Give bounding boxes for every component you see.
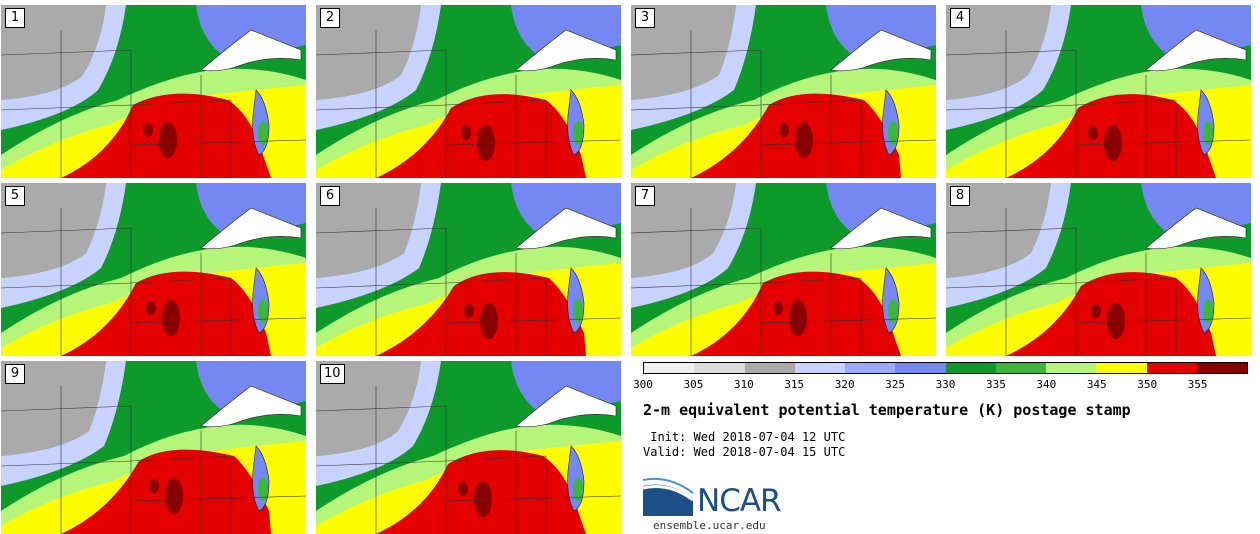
panel-number: 4 (950, 8, 970, 28)
stamp-panel-4: 4 (946, 5, 1251, 178)
colorbar-ticks: 300 305 310 315 320 325 330 335 340 345 350 355 (633, 378, 1248, 392)
stamp-panel-1: 1 (1, 5, 306, 178)
colorbar-segment (895, 363, 946, 373)
panel-number: 3 (635, 8, 655, 28)
colorbar-tick-label: 320 (834, 378, 855, 391)
colorbar-tick-label: 335 (985, 378, 1006, 391)
stamp-panel-5: 5 (1, 183, 306, 356)
colorbar-tick-label: 345 (1086, 378, 1107, 391)
stamp-panel-3: 3 (631, 5, 936, 178)
colorbar-segment (1096, 363, 1147, 373)
stamp-panel-9: 9 (1, 361, 306, 534)
ncar-logo-text: NCAR (697, 483, 782, 519)
ensemble-url: ensemble.ucar.edu (653, 519, 766, 532)
colorbar-tick-label: 305 (683, 378, 704, 391)
ncar-logo-icon (643, 477, 694, 516)
colorbar-tick-label: 300 (633, 378, 653, 391)
colorbar-tick-label: 310 (733, 378, 754, 391)
stamp-panel-7: 7 (631, 183, 936, 356)
colorbar-tick-label: 355 (1187, 378, 1208, 391)
panel-number: 2 (320, 8, 340, 28)
colorbar-segment (694, 363, 745, 373)
panel-number: 6 (320, 186, 340, 206)
panel-number: 1 (5, 8, 25, 28)
colorbar (643, 362, 1248, 374)
panel-number: 10 (320, 364, 345, 384)
colorbar-segment (995, 363, 1046, 373)
colorbar-tick-label: 330 (935, 378, 956, 391)
stamp-panel-10: 10 (316, 361, 621, 534)
valid-time: Valid: Wed 2018-07-04 15 UTC (643, 445, 846, 459)
plot-title: 2-m equivalent potential temperature (K)… (643, 401, 1131, 419)
colorbar-segment (1146, 363, 1197, 373)
theta-e-map (946, 183, 1251, 356)
panel-number: 7 (635, 186, 655, 206)
colorbar-segment (794, 363, 845, 373)
colorbar-tick-label: 350 (1137, 378, 1158, 391)
theta-e-map (1, 5, 306, 178)
panel-number: 5 (5, 186, 25, 206)
theta-e-map (316, 361, 621, 534)
theta-e-map (631, 183, 936, 356)
theta-e-map (316, 183, 621, 356)
colorbar-tick-label: 325 (885, 378, 906, 391)
colorbar-tick-label: 340 (1036, 378, 1057, 391)
colorbar-segment (644, 363, 695, 373)
colorbar-segment (1046, 363, 1097, 373)
theta-e-map (1, 361, 306, 534)
panel-number: 9 (5, 364, 25, 384)
stamp-panel-2: 2 (316, 5, 621, 178)
stamp-panel-8: 8 (946, 183, 1251, 356)
panel-number: 8 (950, 186, 970, 206)
colorbar-segment (1196, 363, 1247, 373)
theta-e-map (946, 5, 1251, 178)
init-time: Init: Wed 2018-07-04 12 UTC (643, 430, 846, 444)
theta-e-map (1, 183, 306, 356)
colorbar-segment (744, 363, 795, 373)
colorbar-segment (845, 363, 896, 373)
colorbar-tick-label: 315 (784, 378, 805, 391)
theta-e-map (316, 5, 621, 178)
colorbar-segment (945, 363, 996, 373)
theta-e-map (631, 5, 936, 178)
stamp-panel-6: 6 (316, 183, 621, 356)
